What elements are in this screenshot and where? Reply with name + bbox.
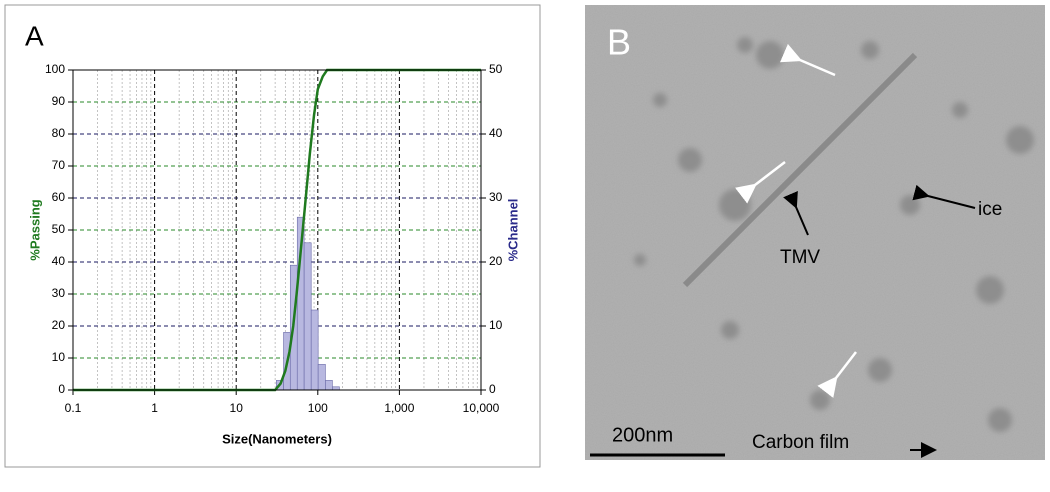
arrow [735,161,786,204]
annotation: Carbon film [752,432,849,453]
y-axis-label: %Passing [27,199,42,260]
arrow [912,184,976,209]
annotation: ice [978,199,1002,220]
micrograph-noise [585,5,1045,460]
x-tick-label: 1,000 [384,401,414,415]
plot: 0 10 20 30 40 50 60 70 80 90 100 0 10 20 30 40 50 0.1 1 10 1… [27,62,520,446]
histogram-bar [310,309,319,391]
tmv-rod [682,52,918,288]
x-tick-label: 0.1 [65,401,82,415]
annotation: TMV [780,247,820,268]
passing-curve [73,68,481,392]
y2-tick-label: 30 [489,190,503,204]
y-tick-label: 50 [52,222,66,236]
y-tick-label: 20 [52,318,66,332]
y2-tick-label: 20 [489,254,503,268]
y2-tick-label: 50 [489,62,503,76]
y-tick-label: 100 [45,62,65,76]
y2-tick-label: 40 [489,126,503,140]
plot-frame [72,69,482,391]
arrow [779,43,836,77]
y-tick-label: 40 [52,254,66,268]
y-tick-label: 80 [52,126,66,140]
y2-tick-label: 10 [489,318,503,332]
x-tick-label: 100 [308,401,328,415]
y2-tick-label: 0 [489,382,496,396]
scale-label: 200nm [612,424,673,446]
y2-axis-label: %Channel [505,199,520,262]
y-tick-label: 10 [52,350,66,364]
y-tick-label: 70 [52,158,66,172]
x-tick-label: 10 [230,401,244,415]
x-axis-label: Size(Nanometers) [222,431,332,446]
y-tick-label: 90 [52,94,66,108]
x-tick-label: 10,000 [463,401,500,415]
y-tick-label: 60 [52,190,66,204]
x-tick-label: 1 [151,401,158,415]
arrow [783,190,809,236]
panel-label: A [25,20,44,51]
micrograph: B ice TMV 200nm Carbon film [585,5,1045,460]
histogram-bar [317,364,326,391]
y-tick-label: 30 [52,286,66,300]
histogram-bar [325,380,333,391]
panel-a-frame [4,4,541,468]
panel-label: B [607,22,631,63]
y-tick-label: 0 [58,382,65,396]
histogram-bar [303,242,312,391]
arrow [817,351,857,398]
